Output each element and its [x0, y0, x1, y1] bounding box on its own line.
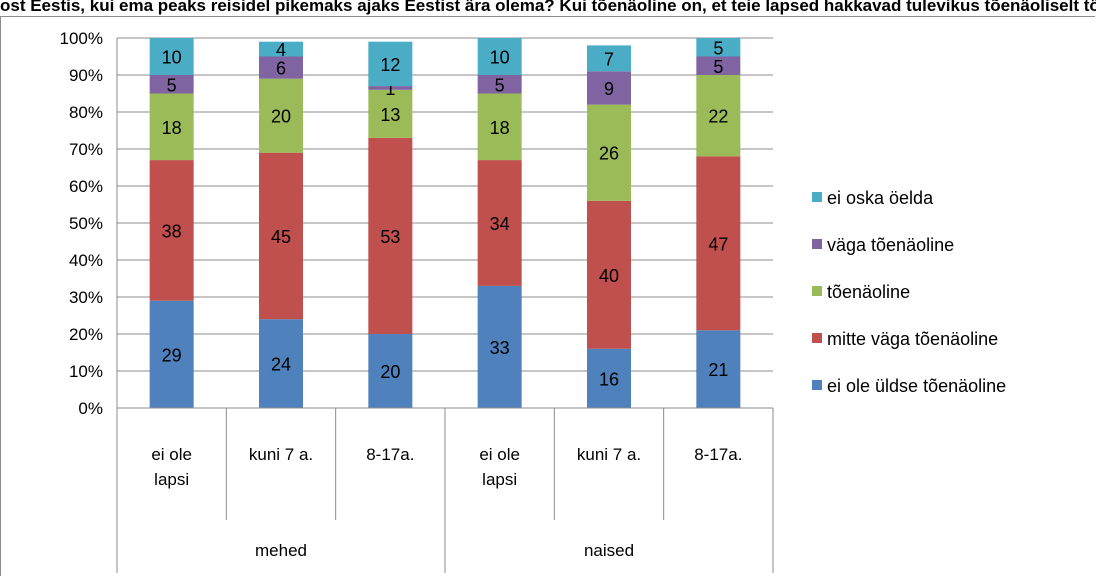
data-label: 9 [604, 79, 614, 99]
y-tick-label: 20% [69, 325, 103, 344]
bar-segment [149, 93, 194, 161]
data-label: 26 [599, 144, 619, 164]
legend-swatch [812, 192, 822, 202]
category-label: kuni 7 a. [249, 445, 313, 464]
category-label: 8-17a. [366, 445, 414, 464]
bar-segment [149, 300, 194, 408]
bar-segment [587, 348, 631, 408]
y-tick-label: 0% [78, 399, 103, 418]
bar-segment [587, 104, 631, 201]
legend-label: väga tõenäoline [827, 235, 954, 255]
data-label: 47 [708, 234, 728, 254]
data-label: 5 [713, 38, 723, 58]
category-label: kuni 7 a. [577, 445, 641, 464]
data-label: 10 [162, 48, 182, 68]
data-label: 7 [604, 49, 614, 69]
bar-segment [477, 285, 522, 408]
data-label: 21 [708, 360, 728, 380]
y-tick-label: 100% [60, 29, 103, 48]
data-label: 45 [271, 227, 291, 247]
y-tick-label: 70% [69, 140, 103, 159]
data-label: 22 [708, 107, 728, 127]
bar-segment [368, 334, 413, 408]
bar-segment [587, 200, 631, 349]
data-label: 24 [271, 355, 291, 375]
data-label: 5 [167, 75, 177, 95]
legend-swatch [812, 286, 822, 296]
data-label: 29 [162, 345, 182, 365]
bar-segment [696, 156, 741, 331]
bar-segment [696, 56, 741, 75]
data-label: 6 [276, 59, 286, 79]
bar-segment [259, 319, 303, 408]
legend-swatch [812, 380, 822, 390]
data-label: 10 [490, 48, 510, 68]
page-title: ost Eestis, kui ema peaks reisidel pikem… [0, 0, 1096, 15]
bar-segment [587, 45, 631, 72]
data-label: 1 [385, 79, 395, 99]
bar-segment [368, 86, 413, 90]
category-label: 8-17a. [694, 445, 742, 464]
y-tick-label: 90% [69, 66, 103, 85]
bar-segment [259, 78, 303, 153]
y-tick-label: 10% [69, 362, 103, 381]
bar-segment [149, 160, 194, 301]
data-label: 12 [380, 55, 400, 75]
category-label: ei ole [151, 445, 192, 464]
data-label: 20 [271, 107, 291, 127]
bar-segment [477, 160, 522, 286]
y-tick-label: 30% [69, 288, 103, 307]
bar-segment [696, 38, 741, 57]
data-label: 40 [599, 266, 619, 286]
bar-segment [696, 330, 741, 408]
legend-label: tõenäoline [827, 282, 910, 302]
bar-segment [477, 75, 522, 94]
bar-segment [259, 41, 303, 57]
data-label: 33 [490, 338, 510, 358]
data-label: 18 [162, 118, 182, 138]
bar-segment [477, 93, 522, 161]
legend-swatch [812, 239, 822, 249]
bar-segment [477, 38, 522, 75]
y-tick-label: 40% [69, 251, 103, 270]
group-label: mehed [255, 541, 307, 560]
data-label: 13 [380, 105, 400, 125]
data-label: 20 [380, 362, 400, 382]
legend-label: mitte väga tõenäoline [827, 329, 998, 349]
data-label: 4 [276, 40, 286, 60]
legend-swatch [812, 333, 822, 343]
bar-segment [368, 89, 413, 138]
bar-segment [696, 75, 741, 157]
chart-frame [0, 16, 1095, 576]
bar-segment [149, 38, 194, 75]
data-label: 5 [713, 57, 723, 77]
bar-segment [259, 56, 303, 79]
data-label: 5 [495, 75, 505, 95]
data-label: 16 [599, 369, 619, 389]
legend-label: ei oska öelda [827, 188, 934, 208]
category-label: ei ole [479, 445, 520, 464]
bar-segment [368, 137, 413, 334]
category-label: lapsi [154, 470, 189, 489]
bar-segment [587, 71, 631, 105]
bar-segment [149, 75, 194, 94]
data-label: 18 [490, 118, 510, 138]
data-label: 38 [162, 221, 182, 241]
bar-segment [259, 152, 303, 320]
group-label: naised [584, 541, 634, 560]
bar-segment [368, 41, 413, 87]
category-label: lapsi [482, 470, 517, 489]
y-tick-label: 50% [69, 214, 103, 233]
y-tick-label: 60% [69, 177, 103, 196]
data-label: 53 [380, 227, 400, 247]
data-label: 34 [490, 214, 510, 234]
legend-label: ei ole üldse tõenäoline [827, 376, 1006, 396]
y-tick-label: 80% [69, 103, 103, 122]
